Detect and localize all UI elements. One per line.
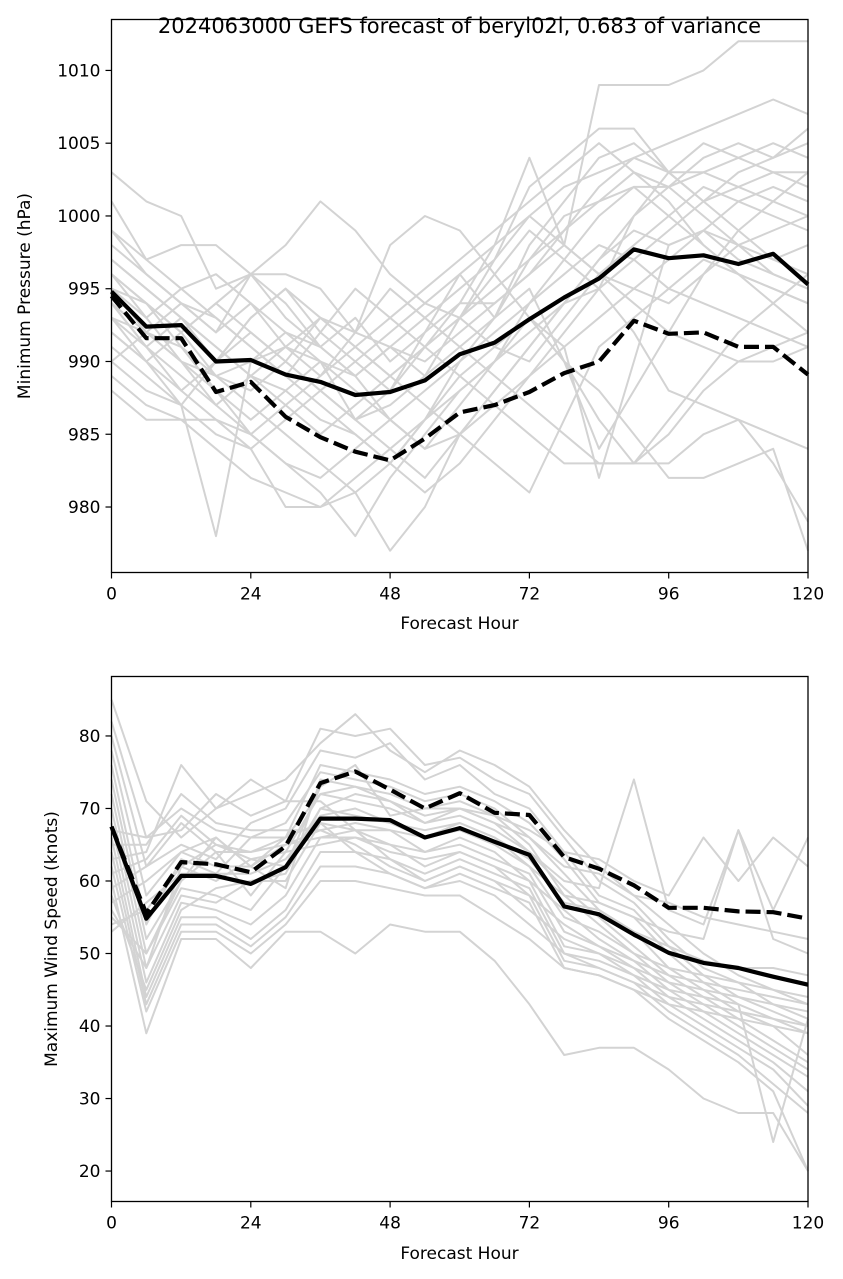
y-tick-label: 20	[79, 1162, 101, 1182]
ensemble-member-line	[110, 156, 809, 377]
y-tick-label: 990	[68, 352, 100, 372]
chart-title: 2024063000 GEFS forecast of beryl02l, 0.…	[158, 14, 761, 38]
dashed-mean-line	[109, 294, 810, 463]
ensemble-member-line	[110, 699, 809, 1006]
y-tick-label: 1000	[57, 207, 100, 227]
y-tick-label: 980	[68, 498, 100, 518]
ensemble-member-line	[110, 229, 809, 479]
ensemble-member-line	[111, 764, 809, 1143]
y-tick-label: 30	[79, 1090, 101, 1110]
pressure-chart: 2024063000 GEFS forecast of beryl02l, 0.…	[15, 14, 824, 634]
ensemble-member-line	[110, 40, 808, 377]
x-tick-label: 0	[106, 1214, 117, 1234]
x-tick-label: 24	[240, 1214, 262, 1234]
y-tick-label: 80	[79, 727, 101, 747]
ensemble-member-line	[110, 807, 809, 977]
x-tick-label: 48	[379, 585, 401, 605]
plot-frame	[110, 675, 809, 1203]
ensemble-member-line	[110, 215, 809, 450]
ensemble-lines	[110, 40, 809, 552]
ensemble-member-line	[111, 793, 809, 1027]
y-tick-label: 1010	[57, 61, 100, 81]
ensemble-member-line	[111, 807, 809, 1035]
mean-lines	[109, 769, 809, 987]
y-tick-label: 50	[79, 945, 101, 965]
ensemble-member-line	[110, 822, 809, 1006]
ensemble-member-line	[110, 258, 809, 494]
x-tick-label: 120	[792, 1214, 824, 1234]
ensemble-member-line	[110, 142, 809, 436]
y-axis-label: Minimum Pressure (hPa)	[15, 193, 35, 399]
ensemble-lines	[110, 699, 809, 1172]
ensemble-member-line	[110, 244, 809, 479]
ensemble-member-line	[110, 171, 809, 450]
dashed-mean-line	[109, 769, 809, 921]
x-axis-label: Forecast Hour	[400, 1244, 518, 1264]
ensemble-member-line	[110, 851, 809, 1114]
ensemble-member-line	[110, 142, 809, 508]
x-tick-label: 0	[106, 585, 117, 605]
y-tick-label: 995	[68, 280, 100, 300]
ensemble-member-line	[111, 215, 809, 552]
ensemble-member-line	[110, 229, 809, 465]
ensemble-member-line	[110, 142, 809, 392]
ensemble-member-line	[110, 866, 809, 1172]
y-tick-label: 1005	[57, 134, 100, 154]
x-tick-label: 72	[519, 1214, 541, 1234]
x-tick-label: 24	[240, 585, 262, 605]
x-tick-label: 96	[658, 585, 680, 605]
mean-lines	[109, 247, 810, 463]
ensemble-member-line	[111, 814, 809, 1013]
x-tick-label: 48	[379, 1214, 401, 1234]
x-ticks: 0 24 48 72 96 120	[106, 572, 824, 605]
y-axis-label: Maximum Wind Speed (knots)	[42, 811, 62, 1067]
solid-mean-line	[110, 247, 810, 398]
y-tick-label: 985	[68, 425, 100, 445]
solid-mean-line	[109, 816, 809, 987]
y-tick-label: 70	[79, 799, 101, 819]
x-tick-label: 96	[658, 1214, 680, 1234]
x-ticks: 0 24 48 72 96 120	[106, 1201, 824, 1234]
y-tick-label: 40	[79, 1017, 101, 1037]
ensemble-member-line	[110, 778, 809, 991]
y-tick-label: 60	[79, 872, 101, 892]
y-ticks: 20 30 40 50 60 70 80	[79, 727, 112, 1182]
x-tick-label: 72	[519, 585, 541, 605]
wind-chart: 20 30 40 50 60 70 80 0 24 48 72 96 120 Forecast Hou…	[42, 675, 824, 1264]
y-ticks: 980 985 990 995 1000 1005 1010	[57, 61, 112, 518]
ensemble-member-line	[110, 880, 809, 1172]
ensemble-member-line	[110, 808, 809, 1078]
x-tick-label: 120	[792, 585, 824, 605]
x-axis-label: Forecast Hour	[400, 614, 518, 634]
plot-frame	[110, 18, 809, 574]
